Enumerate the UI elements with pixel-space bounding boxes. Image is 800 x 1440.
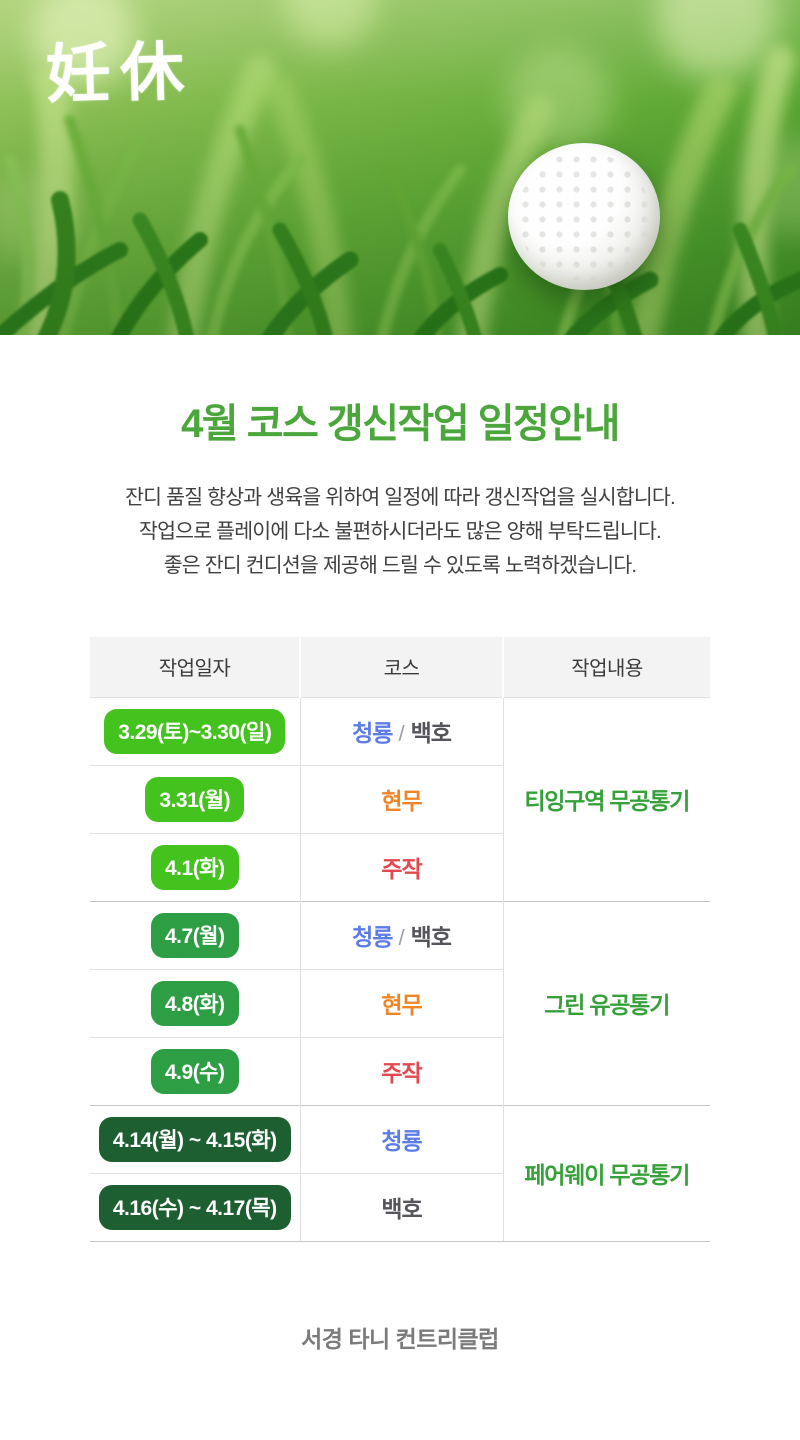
date-badge: 3.31(월) [145,776,245,822]
course-cell: 주작 [300,832,504,901]
header-row: 작업일자 코스 작업내용 [90,637,710,697]
task-label: 페어웨이 무공통기 [524,1162,690,1188]
table-row: 4.16(수) ~ 4.17(목) 백호 [90,1172,710,1242]
footer-club-name: 서경 타니 컨트리클럽 [301,1325,499,1352]
table-row: 4.9(수) 주작 [90,1036,710,1105]
intro-text: 잔디 품질 향상과 생육을 위하여 일정에 따라 갱신작업을 실시합니다. 작업… [0,481,800,583]
course-cell: 청룡 [300,1104,504,1173]
table-row: 4.14(월) ~ 4.15(화) 청룡 페어웨이 무공통기 [90,1104,710,1241]
date-badge: 4.14(월) ~ 4.15(화) [98,1116,291,1162]
date-badge: 4.1(화) [151,844,239,890]
page-title: 4월 코스 갱신작업 일정안내 [181,402,620,446]
date-badge: 4.16(수) ~ 4.17(목) [98,1184,291,1230]
date-badge: 4.7(월) [151,912,239,958]
hero-grass-photo: 妊休 [0,0,800,335]
course-name: 청룡 [352,924,393,950]
course-cell: 주작 [300,1036,504,1105]
course-cell: 청룡 / 백호 [300,900,504,969]
course-name: 청룡 [352,720,393,746]
table-row: 3.29(토)~3.30(일) 청룡 / 백호 티잉구역 무공통기 [90,696,710,901]
table-row: 4.1(화) 주작 [90,832,710,901]
task-cell: 그린 유공통기 [503,900,710,1105]
course-name: 백호 [410,924,452,950]
hero-shade-overlay [0,0,800,335]
table-row: 4.7(월) 청룡 / 백호 그린 유공통기 [90,900,710,1105]
golf-ball [508,143,660,290]
course-separator: / [398,721,405,746]
course-name: 주작 [381,1060,422,1086]
brand-calligraphy-logo: 妊休 [45,34,196,113]
date-badge: 4.9(수) [151,1048,239,1094]
column-header-task: 작업내용 [502,637,710,697]
course-cell: 백호 [300,1172,504,1242]
schedule-table: 작업일자 코스 작업내용 3.29(토)~3.30(일) 청룡 / 백호 티잉구역 … [90,637,710,1242]
golf-ball-dimples [517,151,651,282]
task-cell: 티잉구역 무공통기 [503,696,710,901]
course-cell: 현무 [300,968,504,1037]
task-cell: 페어웨이 무공통기 [503,1104,710,1241]
date-badge: 3.29(토)~3.30(일) [104,708,286,754]
course-name: 현무 [381,788,422,814]
intro-line: 좋은 잔디 컨디션을 제공해 드릴 수 있도록 노력하겠습니다. [163,554,637,577]
column-header-date: 작업일자 [90,637,300,697]
course-name: 백호 [381,1196,422,1222]
table-row: 4.8(화) 현무 [90,968,710,1037]
intro-line: 작업으로 플레이에 다소 불편하시더라도 많은 양해 부탁드립니다. [139,520,662,543]
course-cell: 현무 [300,764,504,833]
course-name: 백호 [410,720,452,746]
course-name: 주작 [381,856,422,882]
date-badge: 4.8(화) [151,980,239,1026]
course-separator: / [398,925,405,950]
course-name: 청룡 [381,1128,422,1154]
course-name: 현무 [381,992,422,1018]
schedule-table-wrap: 작업일자 코스 작업내용 3.29(토)~3.30(일) 청룡 / 백호 티잉구역 … [90,637,710,1242]
task-label: 그린 유공통기 [544,992,670,1018]
course-cell: 청룡 / 백호 [300,696,504,765]
intro-line: 잔디 품질 향상과 생육을 위하여 일정에 따라 갱신작업을 실시합니다. [125,486,676,509]
task-label: 티잉구역 무공통기 [524,788,690,814]
grass-illustration [0,45,800,335]
column-header-course: 코스 [299,637,503,697]
table-row: 3.31(월) 현무 [90,764,710,833]
